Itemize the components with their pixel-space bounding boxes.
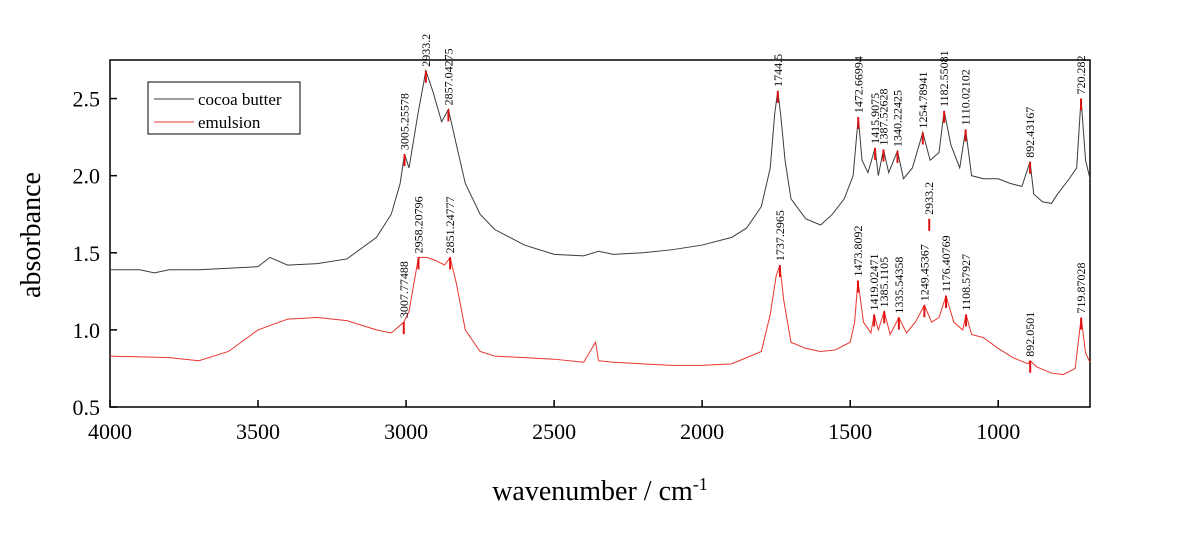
x-tick-label: 1500 bbox=[828, 419, 872, 444]
x-axis-label: wavenumber / cm-1 bbox=[492, 474, 708, 507]
x-tick-label: 3000 bbox=[384, 419, 428, 444]
plot-frame bbox=[109, 59, 1091, 408]
x-tick-label: 2000 bbox=[680, 419, 724, 444]
legend-label: cocoa butter bbox=[198, 90, 282, 109]
peak-label: 2958.20796 bbox=[411, 196, 425, 253]
peak-label: 1472.66994 bbox=[851, 56, 865, 113]
x-tick-label: 4000 bbox=[88, 419, 132, 444]
spectrum-line bbox=[109, 256, 1091, 376]
peak-label: 892.0501 bbox=[1023, 312, 1037, 357]
y-axis-label: absorbance bbox=[16, 172, 47, 298]
x-tick-label: 3500 bbox=[236, 419, 280, 444]
peak-label: 1254.78941 bbox=[916, 71, 930, 128]
x-axis-label-sup: -1 bbox=[693, 474, 708, 494]
peak-label: 3007.77488 bbox=[397, 261, 411, 318]
peak-label: 719.87028 bbox=[1074, 263, 1088, 314]
legend-box bbox=[147, 81, 301, 135]
peak-label: 2857.04275 bbox=[441, 48, 455, 105]
peak-label: 892.43167 bbox=[1023, 107, 1037, 158]
x-tick-label: 2500 bbox=[532, 419, 576, 444]
peak-label: 1419.02471 bbox=[867, 253, 881, 310]
peak-label: 1108.57927 bbox=[959, 254, 973, 311]
y-tick-label: 1.0 bbox=[73, 318, 101, 343]
peak-label: 1335.54358 bbox=[892, 257, 906, 314]
peak-label: 1415.9075 bbox=[868, 93, 882, 144]
peak-label: 2851.24777 bbox=[443, 196, 457, 253]
y-tick-label: 2.0 bbox=[73, 164, 101, 189]
peak-label: 720.282 bbox=[1074, 56, 1088, 95]
peak-label: 1737.2965 bbox=[773, 210, 787, 261]
peak-label: 1385.1105 bbox=[877, 257, 891, 308]
peak-label: 1340.22425 bbox=[890, 90, 904, 147]
x-axis-label-text: wavenumber / cm bbox=[492, 476, 693, 507]
peak-label: 1110.02102 bbox=[959, 69, 973, 125]
spectrum-line bbox=[110, 68, 1091, 274]
peak-label: 2933.2 bbox=[419, 34, 433, 67]
y-tick-label: 0.5 bbox=[73, 395, 101, 420]
peak-label: 1176.40769 bbox=[939, 235, 953, 292]
y-tick-label: 1.5 bbox=[73, 241, 101, 266]
x-tick-label: 1000 bbox=[976, 419, 1020, 444]
peak-label: 1473.8092 bbox=[851, 226, 865, 277]
peak-label: 1182.55081 bbox=[937, 50, 951, 107]
y-tick-label: 2.5 bbox=[73, 87, 101, 112]
peak-label: 3005.25578 bbox=[398, 93, 412, 150]
peak-label: 1387.52628 bbox=[876, 88, 890, 145]
peak-label: 1744.5 bbox=[771, 54, 785, 87]
peak-label: 1249.45367 bbox=[917, 244, 931, 301]
peak-label: 2933.2 bbox=[922, 182, 936, 215]
legend-label: emulsion bbox=[198, 113, 261, 132]
